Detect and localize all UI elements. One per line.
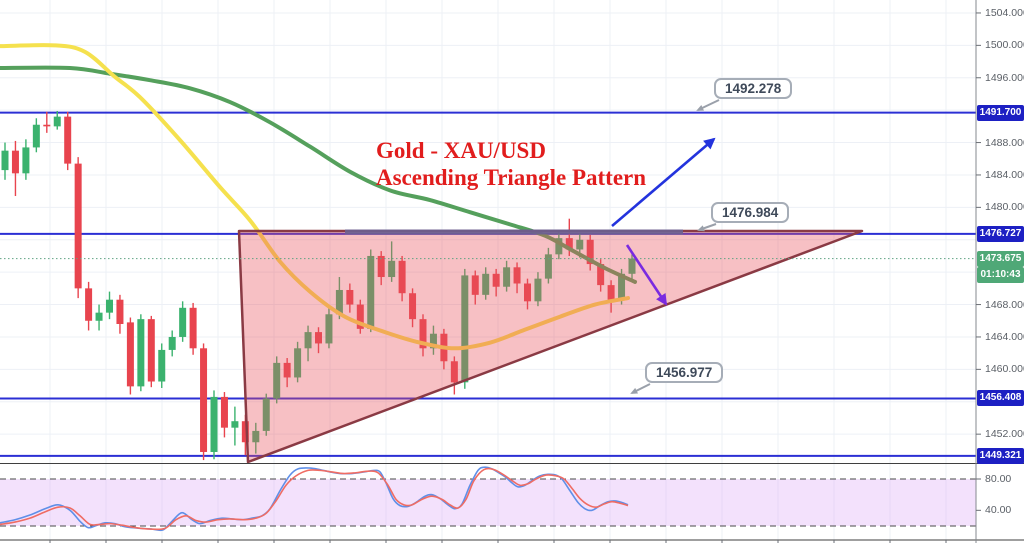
candle-body: [471, 275, 479, 295]
candle-body: [158, 349, 166, 382]
candle-body: [304, 332, 312, 349]
candle-body: [335, 289, 343, 315]
candle-body: [565, 238, 573, 250]
price-level-badge: 1491.700: [977, 104, 1024, 121]
candle-body: [325, 314, 333, 344]
price-tick-label: 1452.000: [985, 428, 1024, 441]
price-callout[interactable]: 1456.977: [645, 362, 724, 383]
candle-body: [450, 361, 458, 383]
pullback-arrow-head: [656, 293, 668, 306]
stoch-slow-line: [0, 467, 629, 531]
candle-body: [252, 430, 260, 443]
candle-body: [346, 289, 354, 305]
candle-body: [126, 322, 134, 387]
candle-body: [618, 273, 626, 300]
candle-body: [95, 312, 103, 321]
callout-tail-arrow: [697, 225, 705, 232]
title-line-1: Gold - XAU/USD: [376, 138, 546, 163]
candle-body: [262, 398, 270, 431]
candle-body: [388, 260, 396, 278]
candle-body: [53, 116, 61, 127]
current-price-badge: 1473.675: [977, 250, 1024, 267]
candle-body: [482, 273, 490, 295]
candle-body: [210, 396, 218, 452]
price-callout[interactable]: 1476.984: [711, 202, 790, 223]
candle-body: [179, 307, 187, 337]
candle-body: [116, 299, 124, 324]
indicator-tick-label: 80.00: [985, 473, 1012, 485]
candle-body: [32, 124, 40, 148]
candle-body: [586, 239, 594, 265]
callout-tail-arrow: [630, 387, 638, 394]
candle-body: [524, 283, 531, 302]
candle-body: [283, 362, 291, 378]
indicator-tick-label: 40.00: [985, 504, 1012, 517]
price-tick-label: 1464.000: [985, 330, 1024, 343]
candle-body: [377, 255, 385, 278]
title-line-2: Ascending Triangle Pattern: [376, 165, 647, 190]
candle-body: [11, 150, 19, 174]
candle-body: [315, 332, 322, 344]
candle-body: [461, 275, 469, 383]
candle-body: [106, 299, 113, 313]
candle-body: [419, 319, 427, 349]
candle-body: [85, 288, 93, 321]
candle-body: [294, 348, 302, 378]
price-tick-label: 1504.000: [985, 6, 1024, 19]
candle-body: [356, 304, 364, 329]
candle-body: [22, 147, 30, 174]
candle-body: [429, 333, 437, 349]
candle-body: [200, 348, 208, 452]
candle-body: [607, 285, 615, 300]
price-tick-label: 1484.000: [985, 168, 1024, 181]
candle-body: [241, 421, 249, 443]
candle-body: [220, 396, 228, 428]
candle-body: [64, 116, 72, 164]
price-level-badge: 1456.408: [977, 390, 1024, 407]
ma-yellow: [0, 43, 630, 351]
candle-body: [576, 239, 584, 250]
pullback-arrow[interactable]: [625, 244, 668, 305]
candle-body: [367, 255, 375, 329]
price-tick-label: 1468.000: [985, 298, 1024, 311]
candle-body: [231, 421, 239, 428]
ma-green: [0, 65, 637, 284]
breakout-arrow[interactable]: [611, 138, 715, 227]
candle-body: [398, 260, 406, 294]
price-tick-label: 1460.000: [985, 363, 1024, 376]
price-tick-label: 1480.000: [985, 201, 1024, 214]
price-level-badge: 1476.727: [977, 225, 1024, 242]
candle-body: [1, 150, 9, 171]
indicator-band: [0, 479, 976, 526]
candle-body: [273, 362, 281, 399]
breakout-arrow-head: [703, 137, 716, 150]
price-tick-label: 1496.000: [985, 71, 1024, 84]
candle-body: [534, 278, 542, 302]
candle-body: [513, 267, 521, 284]
candle-body: [544, 254, 552, 279]
candle-body: [189, 307, 197, 349]
price-tick-label: 1500.000: [985, 39, 1024, 52]
candle-body: [597, 264, 605, 286]
candle-body: [409, 293, 417, 320]
candle-body: [168, 336, 176, 350]
candle-body: [628, 258, 636, 274]
price-tick-label: 1488.000: [985, 136, 1024, 149]
candle-body: [43, 124, 51, 127]
ascending-triangle-pattern[interactable]: [237, 229, 864, 464]
candle-body: [555, 238, 563, 255]
candle-body: [147, 319, 155, 382]
chart-annotation-title[interactable]: Gold - XAU/USD Ascending Triangle Patter…: [376, 137, 646, 191]
price-level-badge: 1449.321: [977, 447, 1024, 464]
bar-countdown-badge: 01:10:43: [977, 266, 1024, 283]
candle-body: [137, 319, 145, 387]
candle-body: [503, 267, 511, 287]
callout-tail-arrow: [696, 105, 704, 111]
candle-body: [74, 163, 82, 289]
price-callout[interactable]: 1492.278: [714, 78, 793, 99]
candle-body: [492, 273, 500, 287]
